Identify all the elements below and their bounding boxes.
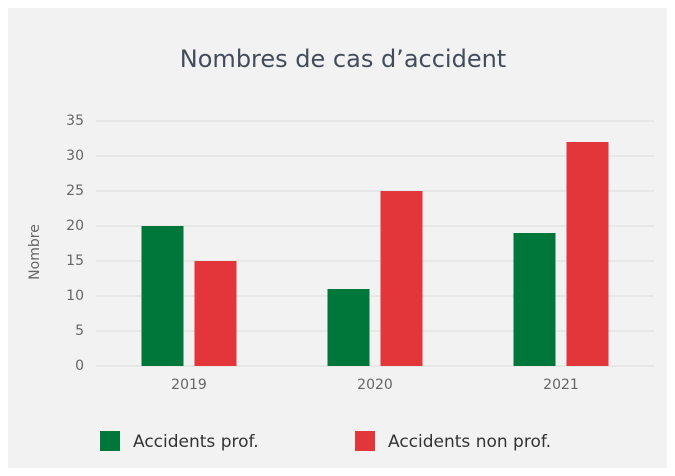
- chart-title: Nombres de cas d’accident: [180, 45, 506, 73]
- y-tick-label: 10: [66, 288, 84, 304]
- y-tick-label: 35: [66, 113, 84, 129]
- legend-label: Accidents non prof.: [388, 432, 551, 452]
- y-axis-label: Nombre: [27, 224, 43, 280]
- y-tick-label: 30: [66, 148, 84, 164]
- bar: [194, 261, 237, 366]
- x-tick-label: 2019: [171, 377, 207, 393]
- y-tick-label: 0: [75, 358, 84, 374]
- y-tick-label: 15: [66, 253, 84, 269]
- x-tick-label: 2021: [543, 377, 579, 393]
- bar: [380, 191, 423, 366]
- y-tick-label: 20: [66, 218, 84, 234]
- legend-swatch: [100, 431, 120, 451]
- bar: [566, 142, 609, 366]
- bar: [327, 289, 370, 366]
- legend-label: Accidents prof.: [133, 432, 259, 452]
- bar: [513, 233, 556, 366]
- legend-swatch: [355, 431, 375, 451]
- bar: [141, 226, 184, 366]
- x-tick-label: 2020: [357, 377, 393, 393]
- panel: [8, 8, 667, 468]
- y-tick-label: 25: [66, 183, 84, 199]
- y-tick-label: 5: [75, 323, 84, 339]
